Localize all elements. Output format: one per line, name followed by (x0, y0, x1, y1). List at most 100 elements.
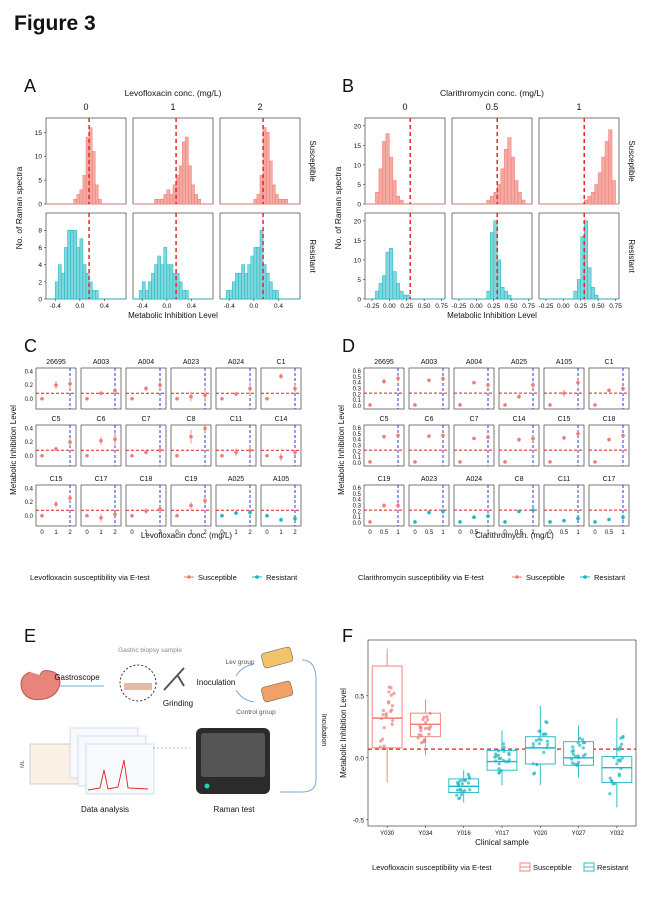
data-point (384, 712, 388, 716)
legend-entry: Susceptible (533, 863, 572, 872)
data-point (571, 752, 575, 756)
data-point (581, 746, 585, 750)
x-tick-label: 0.5 (380, 530, 389, 536)
histogram-bar (172, 184, 177, 205)
spectra-icon (85, 743, 155, 795)
histogram-bar (272, 290, 276, 300)
facet-panel (364, 212, 446, 300)
strain-label: A004 (138, 359, 154, 366)
strain-panel (408, 367, 450, 410)
mean-point (220, 513, 224, 518)
mean-point (486, 383, 490, 387)
x-tick-label: -0.25 (539, 303, 554, 310)
mean-point (576, 516, 580, 521)
mean-point (531, 436, 535, 441)
mean-point (441, 433, 445, 438)
strain-label: C19 (378, 476, 391, 483)
histogram-bar (510, 156, 515, 205)
data-point (496, 749, 501, 753)
mean-point (368, 403, 372, 407)
y-tick-label: 0.4 (25, 369, 34, 375)
mean-point (144, 386, 148, 391)
data-point (463, 789, 467, 793)
lev-group-label: Lev group (226, 659, 255, 666)
mean-point (144, 509, 148, 513)
legend-title: Levofloxacin susceptibility via E-test (372, 863, 493, 872)
y-tick-label: 0.0 (355, 755, 364, 762)
y-tick-label: -0.5 (353, 817, 365, 824)
data-point (537, 729, 541, 733)
legend-entry: Resistant (597, 863, 629, 872)
histogram-bar (82, 175, 87, 205)
strain-label: C15 (558, 416, 571, 423)
histogram-bar (178, 281, 183, 300)
mean-point (486, 435, 490, 440)
histogram-bar (375, 290, 380, 300)
mean-point (54, 383, 58, 387)
histogram-bar (76, 247, 81, 300)
mean-point (503, 403, 507, 407)
data-point (384, 714, 388, 718)
data-point (620, 742, 624, 746)
histogram-bar (378, 168, 383, 205)
histogram-bar (392, 180, 397, 205)
mean-point (607, 437, 611, 442)
strain-label: A025 (228, 476, 244, 483)
arrow (280, 659, 317, 793)
histogram-bar (70, 229, 74, 300)
y-tick-label: 20 (354, 123, 362, 130)
mean-point (562, 391, 566, 395)
facet-col-label: 0 (402, 102, 407, 112)
data-point (461, 778, 465, 782)
histogram-bar (399, 290, 404, 300)
stomach-icon (20, 670, 61, 701)
strain-label: A003 (421, 359, 437, 366)
mean-point (517, 394, 521, 399)
mean-point (427, 434, 431, 438)
histogram-bar (247, 264, 252, 300)
histogram-bar (256, 194, 261, 205)
data-point (497, 771, 501, 775)
data-point (502, 745, 506, 750)
flask-icon (261, 680, 294, 703)
data-point (611, 782, 615, 786)
data-point (608, 792, 612, 796)
strain-label: A105 (273, 476, 289, 483)
histogram-bar (157, 198, 161, 205)
data-point (390, 704, 395, 708)
histogram-bar (166, 264, 171, 300)
x-tick-label: 0.0 (75, 303, 84, 310)
y-tick-label: 0.4 (25, 486, 34, 492)
data-point (382, 744, 386, 748)
legend-entry: Susceptible (198, 573, 237, 582)
strain-panel (125, 484, 167, 527)
x-tick-label: 1 (234, 530, 238, 536)
histogram-bar (76, 194, 81, 205)
arrow (235, 663, 255, 703)
data-point (458, 779, 462, 783)
data-point (531, 745, 535, 749)
data-point (381, 708, 386, 713)
mean-point (54, 447, 58, 451)
y-tick-label: 0.0 (353, 461, 362, 467)
y-tick-label: 0.4 (353, 438, 362, 444)
strain-label: C7 (142, 416, 151, 423)
y-tick-label: 5 (38, 178, 42, 185)
histogram-bar (493, 220, 498, 300)
histogram-bar (178, 165, 183, 205)
y-tick-label: 15 (354, 143, 362, 150)
x-tick-label: Y030 (380, 831, 395, 837)
mean-point (576, 380, 580, 385)
histogram-bar (601, 156, 606, 205)
histogram-bar (396, 195, 401, 205)
data-point (608, 776, 612, 780)
mean-point (68, 381, 72, 386)
x-tick-label: Y017 (495, 831, 510, 837)
data-point (497, 762, 501, 766)
legend-entry: Resistant (266, 573, 298, 582)
data-point (455, 793, 459, 797)
data-point (421, 717, 425, 722)
mean-point (158, 448, 162, 453)
mean-point (99, 391, 103, 396)
histogram-bar (141, 281, 146, 300)
